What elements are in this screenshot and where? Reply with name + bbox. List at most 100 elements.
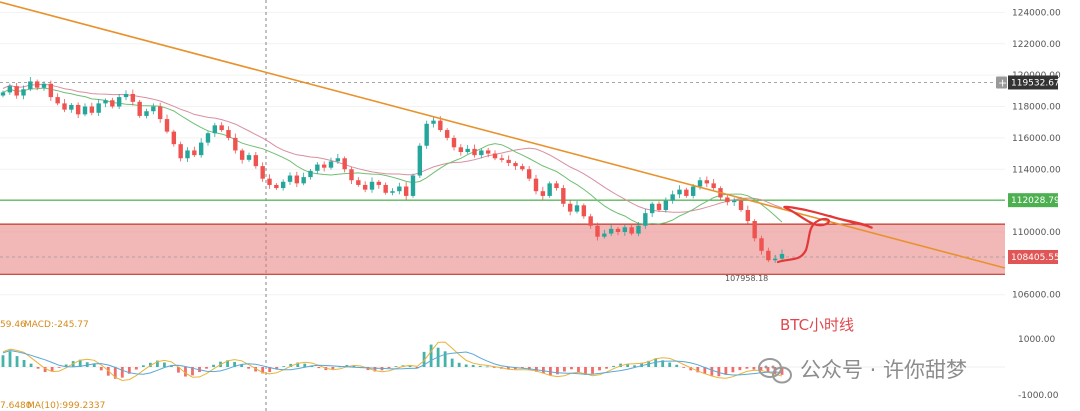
macd-hist-bar	[254, 367, 258, 372]
candle-body	[28, 81, 33, 90]
macd-hist-bar	[29, 363, 33, 367]
macd-hist-bar	[563, 367, 566, 372]
candle-body	[465, 148, 470, 152]
candle-body	[431, 120, 436, 124]
macd-hist-bar	[22, 360, 26, 367]
macd-hist-bar	[240, 364, 244, 367]
price-tick-label: 124000.00	[1012, 8, 1061, 18]
macd-hist-bar	[485, 366, 489, 368]
candle-body	[308, 170, 313, 178]
macd-line	[2, 341, 783, 382]
macd-hist-bar	[661, 360, 665, 367]
macd-hist-bar	[205, 367, 208, 369]
candle-body	[55, 97, 60, 104]
macd-hist-bar	[626, 364, 630, 367]
macd-hist-bar	[64, 364, 68, 367]
candle-body	[608, 228, 614, 234]
candle-body	[485, 150, 491, 154]
wechat-icon	[758, 358, 792, 384]
candle-body	[636, 225, 641, 234]
candle-body	[581, 205, 587, 217]
macd-hist-bar	[43, 367, 47, 373]
candle-body	[335, 158, 341, 162]
candle-body	[745, 210, 751, 222]
macd-hist-bar	[247, 367, 251, 369]
macd-hist-bar	[317, 367, 321, 369]
candle-body	[520, 166, 525, 170]
macd-hist-bar	[99, 367, 103, 371]
macd-hist-bar	[633, 365, 637, 367]
macd-hist-bar	[373, 367, 377, 372]
candle-body	[752, 221, 757, 239]
candle-body	[356, 180, 361, 185]
candle-body	[622, 227, 628, 232]
ma-value-label: MA(10):999.2337	[27, 401, 105, 411]
macd-hist-bar	[450, 358, 454, 367]
plus-icon[interactable]	[996, 76, 1007, 89]
macd-hist-bar	[478, 365, 482, 367]
candle-body	[506, 159, 511, 163]
candle-body	[567, 203, 573, 212]
candle-body	[451, 137, 457, 148]
candle-body	[41, 83, 47, 88]
candle-body	[137, 101, 142, 116]
candle-body	[711, 183, 716, 189]
price-tags: +119532.67 112028.79 108405.55	[996, 75, 1060, 264]
macd-hist-bar	[296, 362, 300, 367]
candle-body	[69, 104, 74, 110]
candle-body	[595, 225, 600, 237]
candle-body	[164, 119, 170, 132]
ma-left-fragment: 7.6480	[0, 401, 32, 411]
candle-body	[157, 106, 163, 120]
candle-body	[574, 205, 580, 212]
candle-body	[643, 213, 648, 226]
candle-body	[185, 150, 190, 159]
candle-body	[526, 169, 532, 179]
macd-hist-bar	[605, 367, 608, 369]
price-tag-box	[1008, 75, 1058, 90]
macd-hist-bar	[50, 367, 54, 371]
macd-hist-bar	[443, 351, 447, 367]
candle-body	[116, 97, 122, 107]
candle-body	[602, 233, 607, 237]
candle-body	[649, 203, 655, 214]
macd-hist-bar	[78, 359, 82, 367]
candle-body	[362, 184, 368, 190]
candle-body	[690, 186, 696, 196]
macd-hist-bar	[584, 367, 587, 375]
macd-hist-bar	[556, 367, 559, 375]
macd-hist-bar	[682, 367, 686, 368]
candle-body	[21, 89, 26, 96]
candle-body	[301, 177, 306, 184]
macd-hist-bar	[1, 355, 5, 367]
macd-hist-bar	[148, 362, 152, 367]
macd-hist-bar	[780, 367, 784, 375]
price-tag-box	[1008, 193, 1058, 208]
macd-hist-bar	[289, 363, 293, 367]
candle-body	[226, 130, 231, 138]
macd-hist-bar	[92, 363, 96, 367]
macd-hist-bar	[184, 367, 187, 377]
candle-body	[0, 92, 6, 96]
zone-fill	[0, 224, 1005, 275]
macd-hist-bar	[352, 365, 356, 367]
candle-body	[759, 238, 764, 251]
macd-hist-bar	[422, 351, 426, 367]
macd-hist-bar	[155, 360, 159, 367]
candle-body	[725, 197, 730, 203]
macd-hist-bar	[520, 367, 524, 369]
macd-hist-bar	[731, 367, 735, 373]
candle-body	[766, 250, 771, 261]
macd-hist-bar	[598, 367, 601, 371]
macd-hist-bar	[675, 364, 679, 367]
candle-body	[615, 228, 621, 232]
candle-body	[103, 100, 108, 104]
macd-hist-bar	[127, 367, 131, 374]
macd-hist-bar	[134, 367, 138, 370]
candle-body	[205, 133, 211, 143]
candle-body	[738, 200, 744, 211]
candle-body	[287, 175, 293, 182]
candle-body	[697, 180, 703, 187]
macd-hist-bar	[268, 367, 272, 373]
candle-body	[629, 227, 634, 234]
